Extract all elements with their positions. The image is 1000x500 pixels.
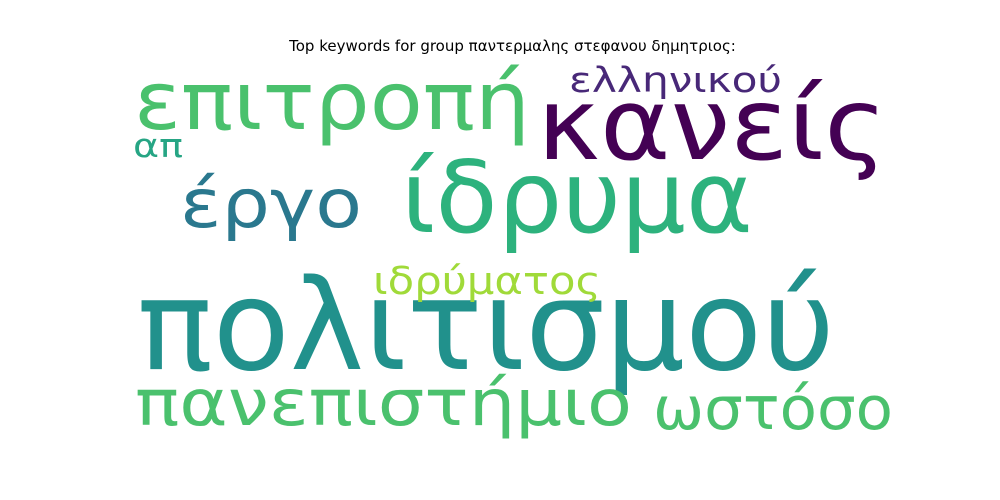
word-9: ιδρύματος <box>373 259 601 303</box>
word-8: ελληνικού <box>569 61 782 101</box>
word-10: απ <box>133 126 183 165</box>
word-5: πανεπιστήμιο <box>135 367 632 441</box>
word-4: επιτροπή <box>134 55 530 148</box>
word-7: έργο <box>180 165 362 244</box>
word-6: ωστόσο <box>653 374 893 444</box>
word-2: ίδρυμα <box>401 139 753 256</box>
word-3: κανείς <box>537 66 887 183</box>
chart-title: Top keywords for group παντερμαλης στεφα… <box>289 37 736 55</box>
word-1: πολιτισμού <box>137 252 835 399</box>
